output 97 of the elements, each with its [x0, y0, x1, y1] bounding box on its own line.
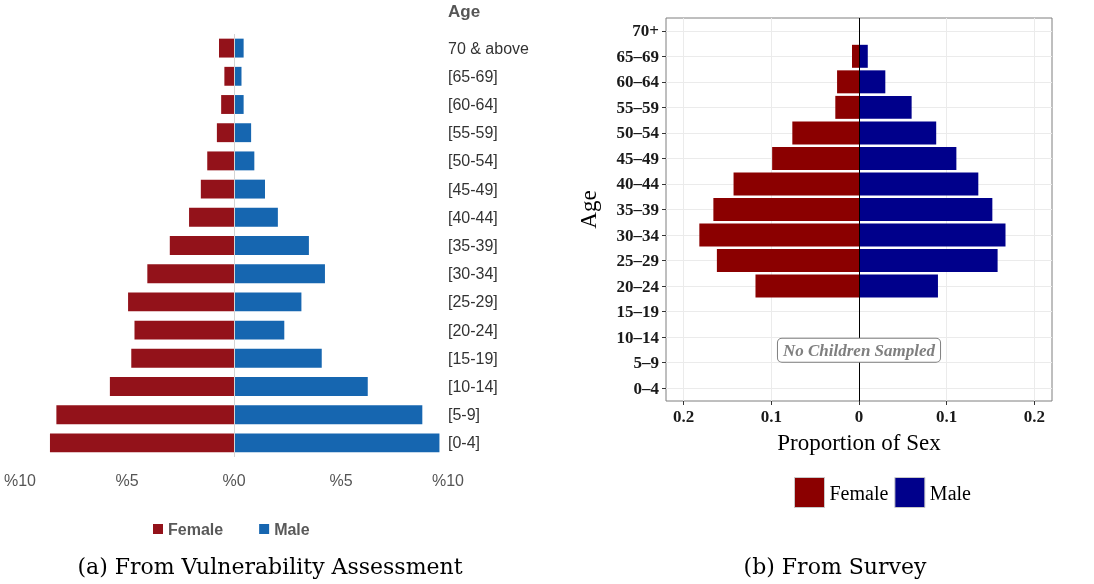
y-tick-label: [25-29] — [448, 293, 498, 311]
text: (b) From Survey — [743, 553, 927, 581]
bar — [234, 292, 302, 312]
bar — [713, 198, 859, 221]
x-tick-label: %5 — [329, 471, 353, 489]
x-tick-label: 0 — [854, 407, 864, 426]
legend-label: Male — [274, 520, 310, 538]
bar — [219, 38, 234, 58]
y-tick-label: 10–14 — [616, 327, 660, 347]
bar — [234, 151, 255, 171]
y-tick-label: 55–59 — [616, 97, 659, 117]
legend-label: Female — [168, 520, 224, 538]
y-tick-label: 30–34 — [616, 225, 660, 245]
bar — [835, 95, 859, 119]
y-tick-label: 0–4 — [633, 378, 660, 398]
x-tick-label: %0 — [222, 471, 246, 489]
bar — [859, 146, 957, 170]
y-tick-label: [5-9] — [448, 406, 481, 424]
bar — [234, 207, 278, 227]
y-tick-label: 65–69 — [616, 46, 659, 66]
bar — [859, 121, 937, 145]
y-tick-label: 35–39 — [616, 200, 659, 219]
bar — [234, 123, 252, 143]
annotation: No Children Sampled — [781, 340, 936, 360]
y-tick-label: [35-39] — [448, 237, 498, 254]
bar — [234, 320, 285, 340]
bar — [234, 348, 322, 368]
y-tick-label: 5–9 — [633, 353, 659, 373]
bar — [859, 95, 912, 119]
x-tick-label: 0.1 — [936, 407, 958, 426]
bar — [234, 433, 440, 453]
y-tick-label: 50–54 — [616, 123, 660, 143]
bar — [851, 44, 859, 68]
y-tick-label: 15–19 — [616, 302, 659, 322]
bar — [859, 249, 998, 273]
bar — [234, 377, 368, 396]
bar — [216, 123, 234, 143]
y-axis-title: Age — [448, 2, 481, 21]
bar — [131, 348, 234, 368]
bar — [234, 38, 244, 58]
bar — [234, 405, 423, 425]
bar — [772, 146, 859, 170]
y-tick-label: 20–24 — [616, 276, 660, 296]
y-axis-title: Age — [576, 190, 601, 229]
bar — [189, 207, 234, 227]
bar — [200, 179, 234, 199]
bar — [837, 70, 859, 94]
bar — [128, 292, 234, 312]
bar — [207, 151, 234, 171]
bar — [733, 172, 859, 196]
bar — [859, 70, 886, 94]
bar — [234, 179, 266, 199]
y-tick-label: [55-59] — [448, 124, 498, 142]
bar — [134, 320, 234, 340]
text: (a) From Vulnerability Assessment — [77, 553, 463, 581]
bar — [221, 95, 234, 114]
y-tick-label: [50-54] — [448, 152, 498, 170]
x-axis-title: Proportion of Sex — [777, 430, 942, 455]
y-tick-label: 70 & above — [448, 39, 530, 57]
y-tick-label: 60–64 — [616, 72, 660, 92]
bar — [792, 121, 859, 145]
y-tick-label: 45–49 — [616, 148, 659, 168]
bar — [859, 198, 993, 221]
y-tick-label: [30-34] — [448, 265, 498, 283]
y-tick-label: 70+ — [632, 21, 659, 41]
y-tick-label: 40–44 — [616, 174, 660, 194]
x-tick-label: 0.2 — [1023, 407, 1046, 426]
bar — [56, 405, 234, 425]
bar — [234, 264, 325, 284]
bar — [234, 236, 309, 255]
x-tick-label: %5 — [115, 471, 139, 489]
y-tick-label: [15-19] — [448, 349, 498, 367]
y-tick-label: [40-44] — [448, 208, 498, 226]
y-tick-label: [10-14] — [448, 378, 498, 395]
x-tick-label: %10 — [3, 471, 37, 489]
bar — [169, 236, 234, 255]
y-tick-label: [0-4] — [448, 434, 481, 452]
x-tick-label: 0.1 — [760, 407, 782, 426]
y-tick-label: 25–29 — [616, 251, 659, 271]
bar — [755, 274, 859, 298]
y-tick-label: [20-24] — [448, 321, 498, 339]
bar — [859, 223, 1006, 247]
legend-label: Male — [929, 481, 972, 504]
y-tick-label: [60-64] — [448, 96, 498, 113]
bar — [859, 274, 938, 298]
y-tick-label: [65-69] — [448, 67, 498, 85]
x-tick-label: 0.2 — [672, 407, 695, 426]
bar — [49, 433, 234, 453]
y-tick-label: [45-49] — [448, 180, 498, 198]
bar — [859, 172, 979, 196]
legend-label: Female — [829, 481, 889, 504]
bar — [699, 223, 859, 247]
bar — [147, 264, 234, 284]
bar — [224, 66, 234, 86]
x-tick-label: %10 — [431, 471, 465, 489]
bar — [109, 377, 234, 396]
bar — [716, 249, 859, 273]
